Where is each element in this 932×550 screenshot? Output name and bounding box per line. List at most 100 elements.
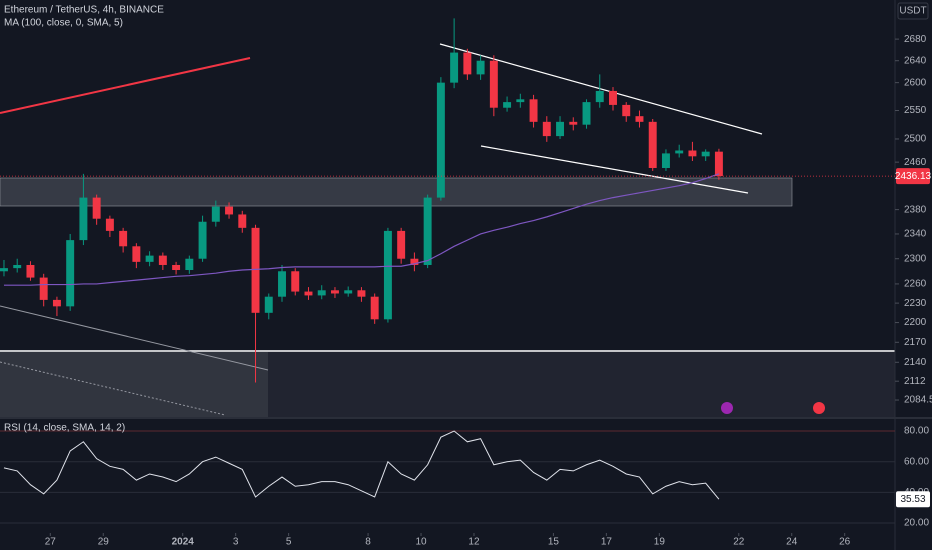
candle-body [251,227,260,313]
candle-body [13,264,22,269]
y-tick-label: 2084.50 [904,395,932,406]
candle-body [569,121,578,125]
trend-line [0,361,226,416]
event-icon[interactable] [813,402,825,414]
candle-body [556,121,565,137]
candle-body [436,82,445,198]
x-tick-label: 27 [45,537,57,548]
candle-body [595,90,604,103]
candle-body [39,277,48,300]
candle-body [714,151,723,177]
candle-body [344,290,353,294]
candle-body [105,218,114,231]
candle-body [264,296,273,313]
candle-body [198,221,207,259]
y-tick-label: 2550 [904,105,927,116]
y-tick-label: 2640 [904,55,927,66]
ma-line [3,173,720,286]
candle-body [317,290,326,296]
y-tick-label: 2170 [904,337,927,348]
candle-body [410,258,419,265]
candle-body [119,230,128,247]
last-price-label: 2436.13 [895,171,932,182]
x-tick-label: 24 [786,537,798,548]
rsi-tick-label: 80.00 [904,426,929,437]
candle-body [92,197,101,219]
candle-body [516,99,525,103]
candle-body [701,151,710,157]
candle-body [0,268,8,272]
candle-body [66,240,75,307]
candle-body [503,102,512,108]
rsi-tick-label: 60.00 [904,456,929,467]
x-tick-label: 26 [839,537,851,548]
candle-body [675,150,684,154]
zone-box [268,352,895,417]
y-tick-label: 2260 [904,279,927,290]
x-tick-label: 17 [601,537,613,548]
candle-body [52,299,61,307]
candle-body [211,206,220,222]
candle-body [688,150,697,157]
y-tick-label: 2300 [904,253,927,264]
x-tick-label: 12 [468,537,480,548]
candle-body [278,271,286,297]
candle-body [397,230,406,259]
x-tick-label: 5 [286,537,292,548]
candle-body [26,264,35,278]
candle-body [304,291,313,296]
x-tick-label: 8 [365,537,371,548]
currency: USDT [899,6,926,17]
candle-body [330,290,339,294]
candle-body [529,99,538,122]
candle-body [291,271,300,292]
y-tick-label: 2500 [904,134,927,145]
y-tick-label: 2680 [904,34,927,45]
candle-body [238,214,247,228]
candle-body [648,121,657,168]
y-tick-label: 2200 [904,317,927,328]
x-tick-label: 2024 [172,537,195,548]
y-tick-label: 2112 [904,376,926,387]
currency-box[interactable] [897,2,929,20]
x-tick-label: 10 [415,537,427,548]
candle-body [185,258,194,271]
candle-body [158,255,167,265]
candle-body [383,230,392,320]
candle-body [582,102,591,125]
candle-body [609,90,617,105]
candle-body [225,206,234,215]
candle-body [370,296,379,320]
rsi-value-box [896,491,930,508]
candle-body [79,197,88,241]
zone-box [0,177,793,207]
indicator-label: MA (100, close, 0, SMA, 5) [4,18,123,29]
candle-body [172,264,181,271]
indicator-label: RSI (14, close, SMA, 14, 2) [4,423,125,434]
y-tick-label: 2460 [904,157,927,168]
candle-body [542,121,551,137]
event-icon[interactable] [721,402,733,414]
marks [0,18,899,536]
candle-body [635,116,644,122]
chart-title: Ethereum / TetherUS, 4h, BINANCE [4,5,164,16]
candle-body [661,153,670,168]
y-tick-label: 2340 [904,229,927,240]
channel-line [480,145,749,194]
rsi-line [3,430,720,500]
x-tick-label: 3 [233,537,239,548]
candle-body [145,255,154,262]
candle-body [489,60,498,108]
y-tick-label: 2230 [904,298,927,309]
x-tick-label: 15 [548,537,560,548]
x-tick-label: 29 [98,537,110,548]
rsi-tick-label: 20.00 [904,518,929,529]
x-tick-label: 19 [654,537,666,548]
candle-body [622,104,631,117]
candle-body [476,60,485,75]
y-tick-label: 2380 [904,204,927,215]
last-price-box [896,168,930,185]
candle-body [450,52,459,83]
